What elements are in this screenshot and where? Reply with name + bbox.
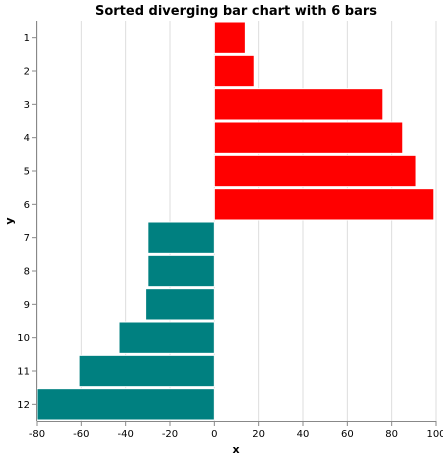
bars [36,21,435,421]
x-tick-label: -40 [117,429,133,440]
y-tick-label: 5 [24,167,30,178]
y-tick-label: 11 [17,367,30,378]
y-tick-label: 3 [24,100,30,111]
bar-6 [213,188,435,221]
bar-10 [118,321,215,354]
bar-12 [36,388,215,421]
bar-3 [213,88,384,121]
bar-1 [213,21,246,54]
y-tick-label: 12 [17,400,30,411]
y-tick-label: 6 [24,200,30,211]
y-tick-label: 1 [24,33,30,44]
x-axis-title: x [232,443,239,456]
x-tick-label: 100 [426,429,443,440]
y-axis-title: y [3,217,16,224]
y-tick-label: 7 [24,233,30,244]
bar-4 [213,121,404,154]
bar-2 [213,54,255,88]
grid-lines [36,21,437,421]
x-tick-label: 0 [211,429,217,440]
bar-5 [213,154,417,188]
y-tick-label: 2 [24,67,30,78]
bar-11 [78,354,215,388]
bar-9 [145,288,215,321]
bar-7 [147,221,215,254]
bar-8 [147,254,215,288]
y-tick-label: 9 [24,300,30,311]
x-tick-label: -60 [73,429,89,440]
x-tick-label: -80 [29,429,45,440]
y-tick-label: 10 [17,333,30,344]
x-tick-label: 20 [252,429,265,440]
y-tick-label: 4 [24,133,30,144]
y-tick-label: 8 [24,267,30,278]
x-tick-label: 60 [341,429,354,440]
chart-title: Sorted diverging bar chart with 6 bars [95,4,377,19]
x-tick-label: 40 [297,429,310,440]
x-tick-label: 80 [385,429,398,440]
x-tick-label: -20 [162,429,178,440]
